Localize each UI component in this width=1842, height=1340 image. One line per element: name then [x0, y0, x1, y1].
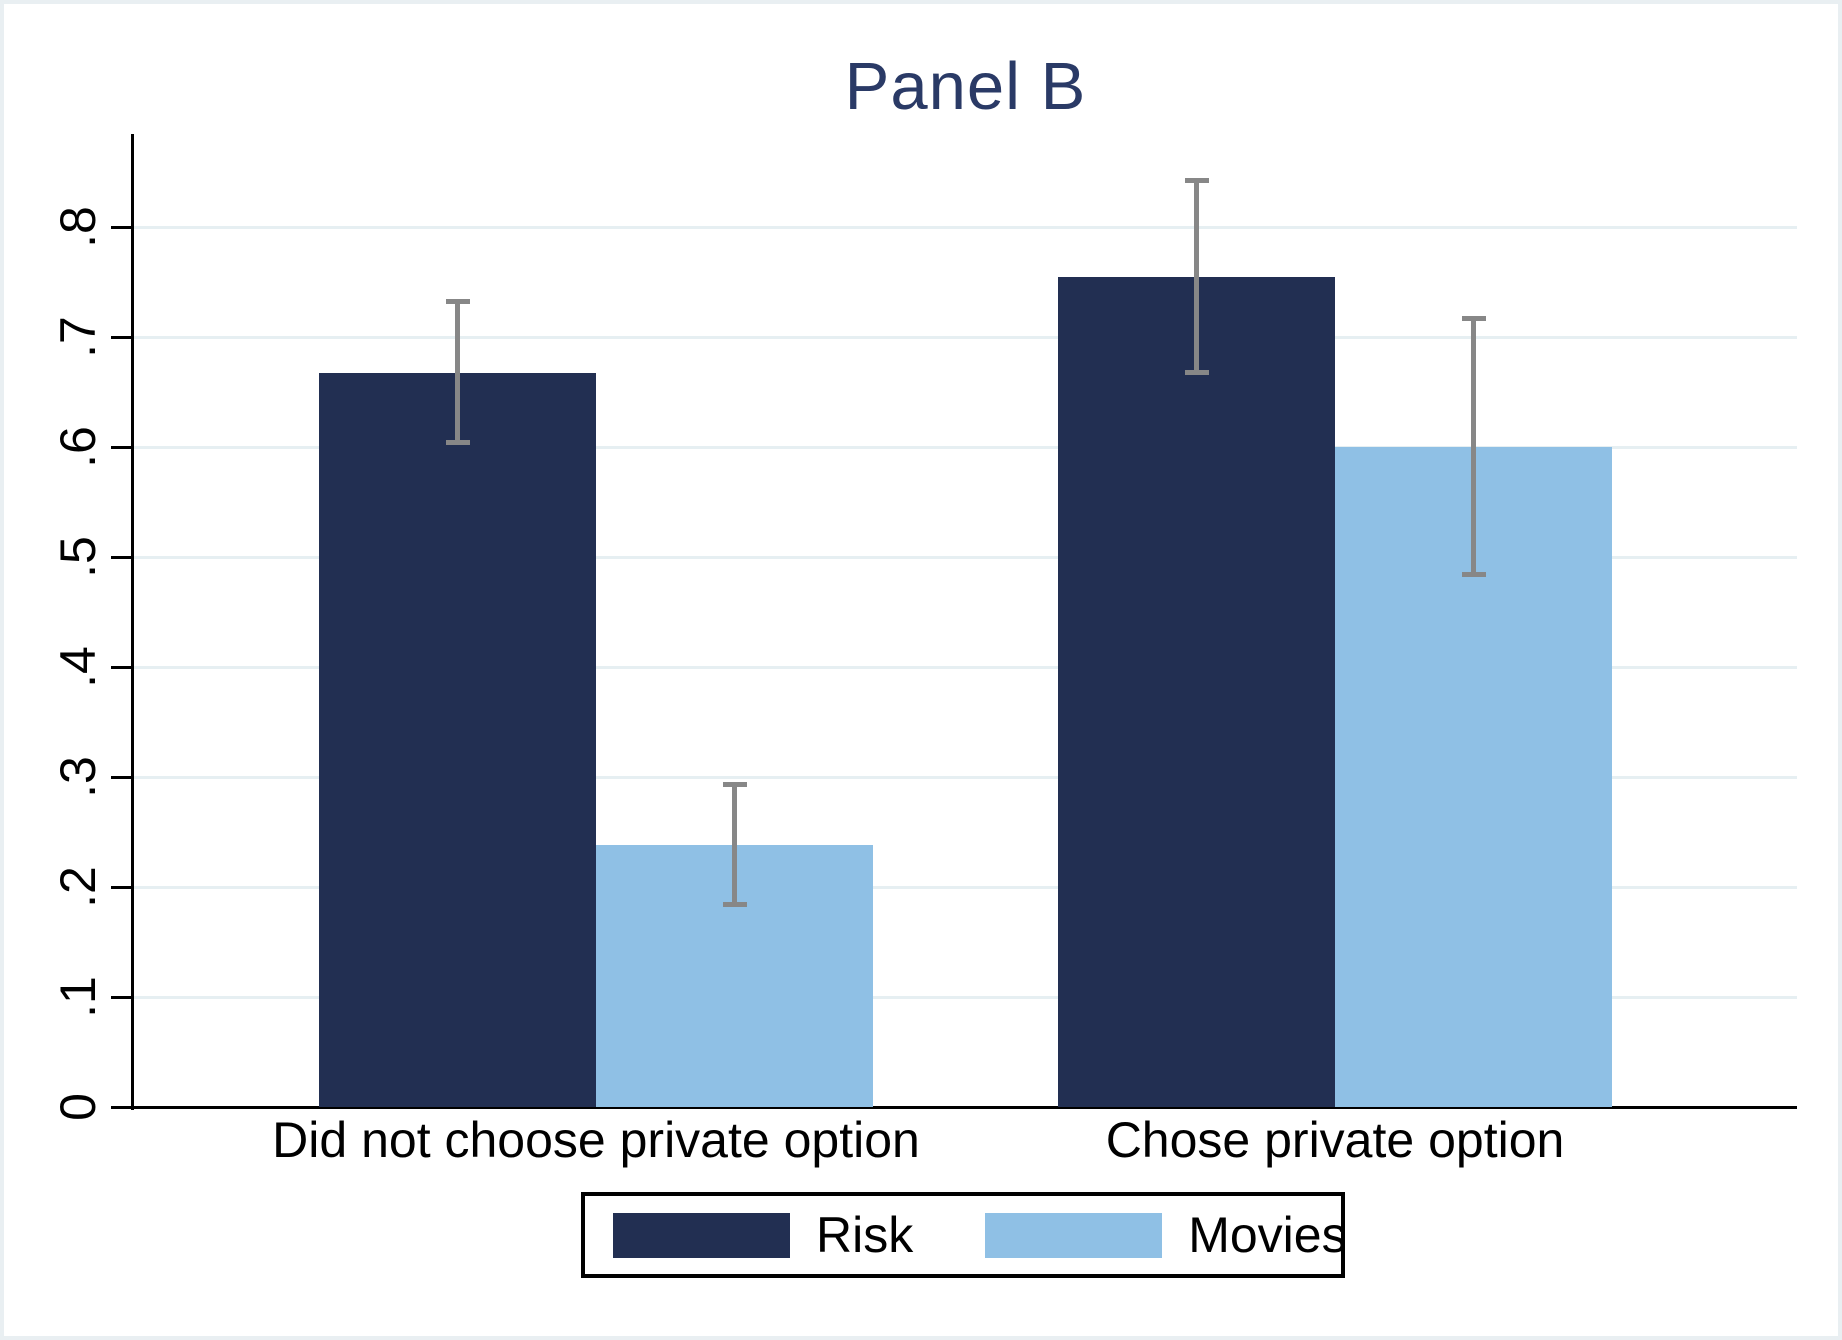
category-label: Did not choose private option — [272, 1112, 920, 1168]
legend-label-movies: Movies — [1188, 1207, 1347, 1263]
error-bar-stem — [1194, 180, 1199, 373]
bar-risk — [319, 372, 596, 1107]
y-tick-label: .8 — [50, 206, 106, 249]
gridline — [134, 665, 1797, 669]
y-tick-label: .5 — [50, 536, 106, 579]
category-label: Chose private option — [1105, 1112, 1565, 1168]
y-tick — [111, 885, 131, 889]
error-bar-cap-bottom — [445, 440, 470, 446]
x-axis-line — [131, 1106, 1797, 1109]
bar-risk — [1058, 276, 1335, 1107]
gridline — [134, 775, 1797, 779]
y-tick — [111, 445, 131, 449]
risk-color-swatch — [613, 1212, 790, 1258]
y-tick — [111, 225, 131, 229]
y-tick — [111, 1105, 131, 1109]
y-tick-label: .3 — [50, 756, 106, 799]
error-bar-stem — [455, 301, 460, 443]
error-bar-cap-top — [445, 298, 470, 304]
gridline — [134, 335, 1797, 339]
legend-label-risk: Risk — [816, 1207, 914, 1263]
error-bar-cap-top — [722, 782, 747, 788]
movies-color-swatch — [985, 1212, 1163, 1258]
gridline — [134, 555, 1797, 559]
error-bar-cap-top — [1184, 177, 1209, 183]
error-bar-cap-bottom — [722, 902, 747, 908]
y-tick — [111, 335, 131, 339]
gridline — [134, 445, 1797, 449]
y-tick-label: .6 — [50, 426, 106, 469]
error-bar-cap-top — [1461, 316, 1486, 322]
error-bar-cap-bottom — [1461, 572, 1486, 578]
error-bar-cap-bottom — [1184, 370, 1209, 376]
y-tick-label: 0 — [50, 1093, 106, 1121]
y-tick-label: .7 — [50, 316, 106, 359]
y-tick — [111, 555, 131, 559]
chart-title: Panel B — [844, 49, 1087, 124]
legend-item-risk: Risk — [613, 1210, 913, 1260]
legend-item-movies: Movies — [985, 1207, 1347, 1263]
gridline — [134, 885, 1797, 889]
y-tick — [111, 995, 131, 999]
error-bar-stem — [1471, 318, 1476, 575]
y-axis-line — [131, 134, 134, 1110]
y-tick-label: .4 — [50, 646, 106, 689]
y-tick — [111, 665, 131, 669]
y-tick-label: .2 — [50, 866, 106, 908]
error-bar-stem — [732, 784, 737, 905]
y-tick-label: .1 — [50, 976, 106, 1018]
legend: Risk Movies — [581, 1192, 1347, 1278]
y-tick — [111, 775, 131, 779]
gridline — [134, 225, 1797, 229]
gridline — [134, 995, 1797, 999]
